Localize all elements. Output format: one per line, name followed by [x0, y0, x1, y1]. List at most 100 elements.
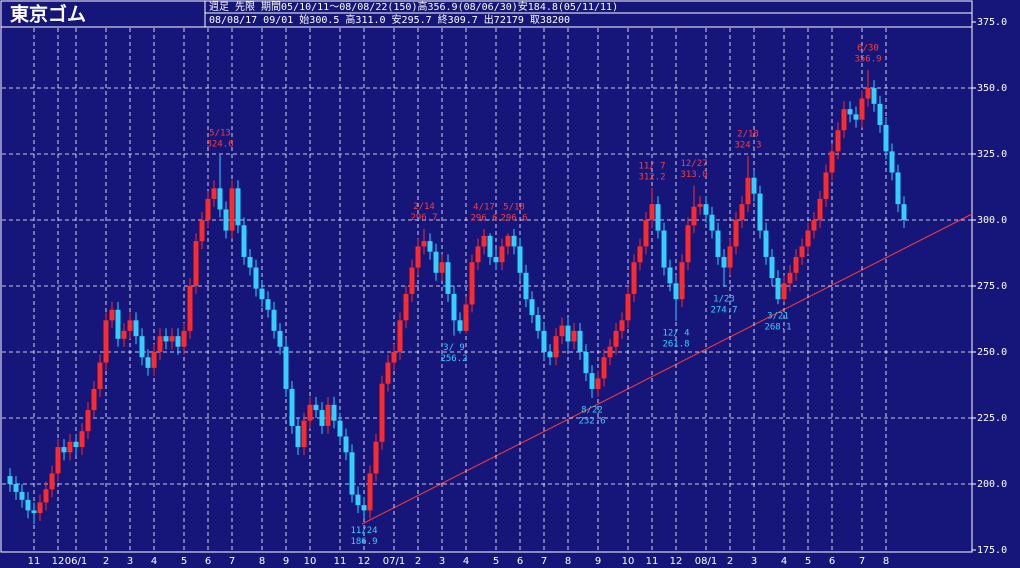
candle-body	[637, 246, 643, 263]
candle-body	[403, 293, 409, 321]
candle-body	[733, 220, 739, 247]
plot-frame	[0, 0, 973, 553]
candle-body	[883, 124, 889, 152]
y-tick-label: 375.0	[977, 17, 1007, 28]
candle-body	[133, 320, 139, 337]
candle-body	[31, 510, 37, 514]
candle-body	[19, 491, 25, 500]
candle-body	[703, 204, 709, 215]
candle-body	[709, 214, 715, 231]
x-tick-label: 3	[439, 556, 445, 567]
candle-body	[349, 452, 355, 495]
x-tick-label: 4	[781, 556, 787, 567]
candle-body	[211, 188, 217, 199]
candle-body	[7, 476, 13, 484]
x-tick-label: 8	[259, 556, 265, 567]
note-value: 232.6	[578, 416, 605, 426]
candle-body	[889, 151, 895, 173]
candle-body	[481, 235, 487, 247]
info-line: 08/08/17 09/01 始300.5 高311.0 安295.7 終309…	[209, 13, 570, 26]
x-tick-label: 7	[541, 556, 547, 567]
candle-body	[865, 88, 871, 99]
candle-body	[313, 404, 319, 411]
candle-body	[847, 109, 853, 115]
candle-body	[217, 188, 223, 210]
candle-body	[391, 352, 397, 363]
candle-body	[643, 220, 649, 247]
x-tick-label: 11	[646, 556, 659, 567]
note-value: 324.3	[734, 140, 761, 150]
note-value: 296.7	[410, 213, 437, 223]
note-value: 296.6	[500, 213, 527, 223]
candle-body	[385, 362, 391, 384]
candle-body	[295, 425, 301, 448]
candle-body	[565, 325, 571, 342]
candle-body	[583, 352, 589, 374]
x-tick-label: 6	[205, 556, 211, 567]
candle-body	[577, 330, 583, 352]
note-date: 12/27	[680, 159, 707, 169]
candle-body	[439, 262, 445, 273]
candle-body	[427, 241, 433, 252]
candle-body	[541, 330, 547, 352]
trend-line	[361, 213, 973, 525]
candle-body	[469, 262, 475, 305]
candle-body	[769, 256, 775, 279]
candle-body	[229, 188, 235, 231]
candle-body	[37, 502, 43, 514]
x-tick-label: 06/1	[65, 556, 87, 567]
note-date: 12/ 4	[662, 328, 689, 338]
y-tick-label: 225.0	[977, 413, 1007, 424]
candle-body	[367, 473, 373, 511]
candle-body	[91, 388, 97, 411]
x-tick-label: 2	[415, 556, 421, 567]
candle-body	[685, 225, 691, 263]
candle-body	[763, 230, 769, 257]
candle-body	[535, 315, 541, 331]
note-date: 1/23	[713, 294, 735, 304]
candle-body	[805, 230, 811, 247]
note-date: 3/ 9	[443, 343, 465, 353]
candle-body	[631, 262, 637, 294]
note-date: 2/18	[737, 129, 759, 139]
y-tick-label: 200.0	[977, 479, 1007, 490]
candle-body	[487, 235, 493, 257]
x-tick-label: 11	[28, 556, 41, 567]
candle-body	[841, 109, 847, 131]
candle-body	[667, 267, 673, 284]
candle-body	[355, 494, 361, 506]
candle-body	[67, 441, 73, 453]
x-tick-label: 8	[565, 556, 571, 567]
x-tick-label: 2	[727, 556, 733, 567]
candle-body	[607, 346, 613, 358]
candle-body	[751, 177, 757, 194]
candle-body	[835, 130, 841, 152]
candle-body	[613, 330, 619, 347]
x-tick-label: 07/1	[383, 556, 405, 567]
candle-body	[271, 309, 277, 331]
x-tick-label: 9	[283, 556, 289, 567]
note-value: 261.8	[662, 339, 689, 349]
candle-body	[625, 293, 631, 321]
candle-body	[55, 447, 61, 474]
candle-body	[895, 172, 901, 205]
candle-body	[601, 357, 607, 379]
candle-body	[679, 262, 685, 300]
x-tick-label: 9	[595, 556, 601, 567]
y-tick-label: 300.0	[977, 215, 1007, 226]
candle-body	[655, 204, 661, 231]
candle-body	[103, 320, 109, 363]
candle-body	[379, 383, 385, 442]
candle-body	[193, 241, 199, 286]
candle-body	[823, 172, 829, 199]
candle-body	[235, 188, 241, 226]
candle-body	[169, 336, 175, 342]
candle-body	[145, 357, 151, 368]
x-tick-label: 7	[229, 556, 235, 567]
candle-body	[25, 499, 31, 511]
note-date: 8/22	[581, 405, 603, 415]
candle-body	[337, 420, 343, 437]
